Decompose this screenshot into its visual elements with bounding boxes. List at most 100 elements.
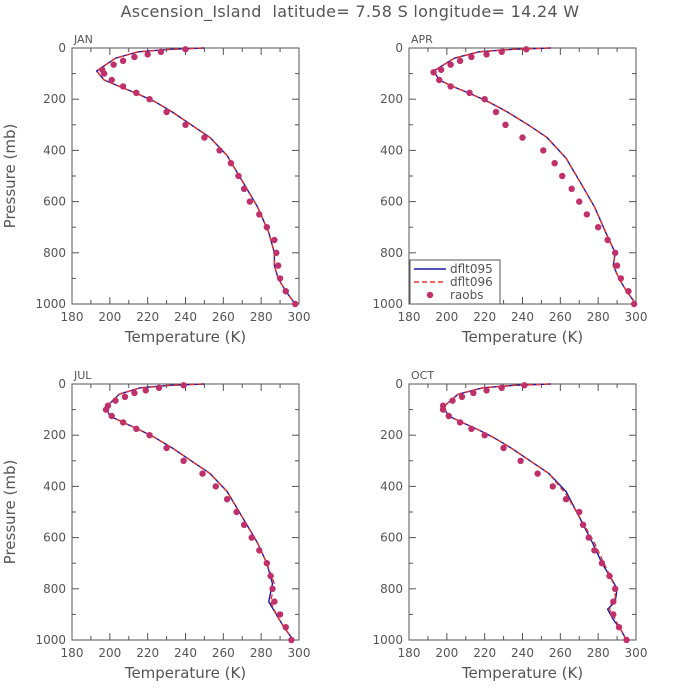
raobs-point bbox=[551, 160, 558, 167]
y-tick-label: 0 bbox=[58, 41, 66, 55]
raobs-point bbox=[182, 46, 189, 53]
y-tick-label: 0 bbox=[395, 377, 403, 391]
dflt096-line bbox=[95, 47, 296, 305]
y-tick-label: 800 bbox=[380, 246, 403, 260]
chart-panel-oct: 180 200 220 240 260 280 300 0 200 400 600 800 1000 OC… bbox=[372, 369, 647, 682]
raobs-point bbox=[436, 76, 443, 84]
raobs-point bbox=[576, 198, 583, 205]
raobs-point bbox=[246, 198, 254, 205]
y-tick-label: 400 bbox=[380, 479, 403, 493]
panel-title: JAN bbox=[73, 33, 93, 46]
x-tick-label: 240 bbox=[511, 310, 534, 324]
raobs-point bbox=[583, 211, 591, 218]
raobs-point bbox=[163, 444, 170, 452]
raobs-point bbox=[519, 134, 526, 141]
raobs-point bbox=[540, 147, 547, 154]
raobs-point bbox=[458, 393, 466, 400]
raobs-point bbox=[615, 624, 623, 631]
y-tick-label: 600 bbox=[380, 531, 403, 545]
legend-swatch-raobs bbox=[426, 291, 434, 299]
raobs-point bbox=[498, 48, 505, 56]
raobs-point bbox=[610, 611, 617, 618]
raobs-point bbox=[481, 432, 488, 439]
x-tick-label: 220 bbox=[473, 646, 496, 660]
raobs-point bbox=[483, 387, 490, 394]
raobs-point bbox=[144, 51, 151, 58]
chart-panel-jan: 180 200 220 240 260 280 300 0 200 400 600 800 1000 JA… bbox=[1, 33, 310, 346]
raobs-point bbox=[430, 69, 437, 76]
x-tick-label: 300 bbox=[625, 310, 648, 324]
raobs-point bbox=[119, 419, 127, 426]
y-tick-label: 600 bbox=[43, 531, 66, 545]
raobs-point bbox=[502, 121, 509, 128]
raobs-point bbox=[223, 496, 231, 503]
raobs-point bbox=[271, 236, 278, 244]
y-tick-label: 1000 bbox=[35, 297, 66, 311]
x-tick-label: 300 bbox=[288, 646, 311, 660]
raobs-point bbox=[180, 382, 187, 389]
raobs-point bbox=[276, 275, 284, 282]
raobs-point bbox=[142, 387, 149, 394]
x-tick-label: 280 bbox=[250, 310, 273, 324]
raobs-point bbox=[611, 249, 619, 256]
x-axis-title: Temperature (K) bbox=[461, 328, 583, 346]
raobs-point bbox=[133, 89, 140, 97]
y-tick-label: 1000 bbox=[35, 633, 66, 647]
x-tick-label: 220 bbox=[473, 310, 496, 324]
raobs-point bbox=[534, 470, 541, 477]
panel-title: JUL bbox=[73, 369, 92, 382]
plot-frame bbox=[71, 47, 300, 305]
raobs-point bbox=[449, 397, 456, 404]
raobs-point bbox=[146, 432, 153, 439]
dflt096-line bbox=[105, 383, 294, 641]
raobs-point bbox=[110, 61, 117, 68]
raobs-point bbox=[568, 185, 575, 192]
y-tick-label: 0 bbox=[58, 377, 66, 391]
legend-label: dflt095 bbox=[450, 262, 493, 276]
raobs-point bbox=[523, 46, 530, 53]
raobs-point bbox=[500, 444, 507, 452]
raobs-point bbox=[240, 521, 248, 528]
raobs-point bbox=[131, 53, 138, 61]
page-title: Ascension_Island latitude= 7.58 S longit… bbox=[120, 2, 580, 21]
x-tick-label: 240 bbox=[174, 310, 197, 324]
y-tick-label: 200 bbox=[43, 428, 66, 442]
x-tick-label: 220 bbox=[136, 310, 159, 324]
dflt095-line bbox=[105, 383, 294, 641]
x-tick-label: 180 bbox=[398, 310, 421, 324]
raobs-point bbox=[269, 585, 276, 592]
raobs-point bbox=[235, 172, 242, 180]
x-tick-label: 200 bbox=[435, 646, 458, 660]
x-tick-label: 260 bbox=[212, 646, 235, 660]
raobs-point bbox=[108, 412, 115, 420]
raobs-point bbox=[594, 224, 602, 231]
raobs-point bbox=[468, 53, 475, 61]
raobs-point bbox=[437, 66, 445, 73]
raobs-point bbox=[604, 236, 611, 244]
x-tick-label: 180 bbox=[398, 646, 421, 660]
raobs-point bbox=[263, 224, 271, 231]
raobs-point bbox=[163, 108, 170, 116]
raobs-point bbox=[456, 57, 464, 64]
raobs-point bbox=[146, 96, 153, 103]
y-tick-label: 600 bbox=[43, 195, 66, 209]
x-axis-title: Temperature (K) bbox=[461, 664, 583, 682]
x-tick-label: 200 bbox=[98, 646, 121, 660]
raobs-point bbox=[108, 76, 115, 84]
raobs-point bbox=[466, 89, 473, 97]
raobs-point bbox=[182, 121, 189, 128]
x-tick-label: 180 bbox=[61, 310, 84, 324]
y-tick-label: 200 bbox=[43, 92, 66, 106]
x-axis-title: Temperature (K) bbox=[124, 664, 246, 682]
raobs-point bbox=[273, 249, 280, 256]
raobs-point bbox=[521, 382, 528, 389]
raobs-point bbox=[447, 61, 454, 68]
raobs-point bbox=[591, 547, 598, 554]
raobs-point bbox=[133, 425, 140, 432]
raobs-point bbox=[199, 470, 206, 477]
x-axis-title: Temperature (K) bbox=[124, 328, 246, 346]
raobs-point bbox=[240, 185, 248, 192]
raobs-point bbox=[611, 585, 619, 592]
x-tick-label: 280 bbox=[587, 310, 610, 324]
